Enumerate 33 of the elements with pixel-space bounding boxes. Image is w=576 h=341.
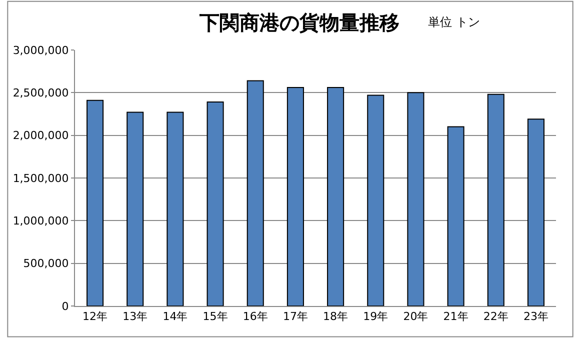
x-tick-label: 14年: [162, 310, 188, 324]
y-tick-label: 0: [62, 300, 69, 313]
bar: [487, 94, 504, 306]
x-tick-label: 16年: [242, 310, 268, 324]
x-tick-label: 13年: [122, 310, 148, 324]
bar: [86, 100, 104, 306]
x-tick-label: 21年: [443, 310, 468, 324]
bar: [126, 112, 144, 306]
bar: [527, 118, 544, 306]
y-tick-label: 2,000,000: [12, 129, 69, 142]
bar: [447, 126, 464, 306]
bar: [327, 87, 344, 306]
x-tick-label: 23年: [523, 310, 548, 324]
y-tick-label: 1,500,000: [12, 172, 69, 185]
chart-subtitle: 単位 トン: [428, 15, 480, 29]
bar: [367, 94, 384, 306]
x-tick-label: 17年: [282, 310, 308, 324]
bar: [166, 112, 184, 306]
x-tick-label: 19年: [363, 310, 388, 324]
x-tick-label: 12年: [82, 310, 108, 324]
bar: [246, 80, 264, 306]
chart-title: 下関商港の貨物量推移: [198, 10, 400, 34]
x-tick-label: 20年: [403, 310, 428, 324]
y-tick-label: 3,000,000: [12, 44, 69, 57]
y-tick-label: 2,500,000: [12, 86, 69, 100]
bar: [407, 92, 424, 306]
x-tick-label: 22年: [483, 310, 508, 324]
bar: [286, 87, 304, 306]
bar: [206, 102, 224, 306]
y-tick-label: 1,000,000: [12, 214, 69, 228]
x-tick-label: 18年: [323, 310, 348, 324]
y-tick-label: 500,000: [23, 257, 69, 270]
x-tick-label: 15年: [202, 310, 228, 324]
